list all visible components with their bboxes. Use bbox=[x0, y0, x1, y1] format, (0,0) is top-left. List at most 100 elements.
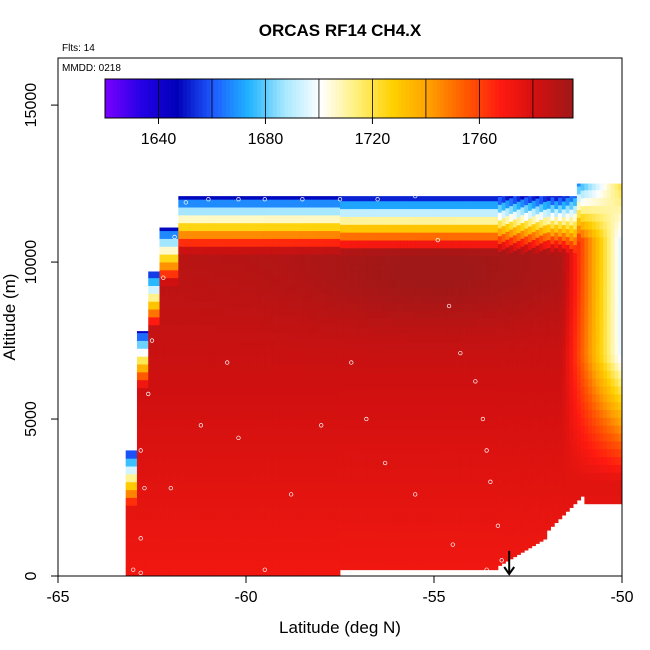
heatmap-cell bbox=[249, 450, 254, 459]
heatmap-cell bbox=[392, 357, 397, 367]
heatmap-cell bbox=[512, 368, 518, 377]
heatmap-cell bbox=[283, 379, 288, 389]
heatmap-cell bbox=[321, 332, 326, 341]
heatmap-cell bbox=[313, 277, 318, 287]
heatmap-cell bbox=[302, 560, 307, 569]
heatmap-cell bbox=[452, 522, 457, 531]
heatmap-cell bbox=[182, 411, 187, 420]
heatmap-cell bbox=[182, 254, 187, 263]
heatmap-cell bbox=[321, 419, 326, 428]
heatmap-cell bbox=[238, 411, 243, 420]
heatmap-cell bbox=[482, 436, 488, 445]
heatmap-cell bbox=[475, 444, 480, 453]
heatmap-cell bbox=[279, 442, 284, 451]
heatmap-cell bbox=[370, 200, 375, 210]
heatmap-cell bbox=[520, 387, 525, 396]
heatmap-cell bbox=[208, 387, 213, 396]
heatmap-cell bbox=[509, 409, 514, 419]
heatmap-cell bbox=[377, 373, 382, 382]
heatmap-cell bbox=[170, 434, 175, 443]
heatmap-cell bbox=[479, 373, 484, 382]
heatmap-cell bbox=[385, 506, 390, 516]
heatmap-cell bbox=[208, 442, 213, 451]
heatmap-cell bbox=[294, 340, 300, 349]
heatmap-cell bbox=[403, 389, 409, 398]
heatmap-cell bbox=[129, 568, 134, 577]
heatmap-cell bbox=[170, 442, 175, 451]
heatmap-cell bbox=[407, 561, 412, 571]
heatmap-cell bbox=[193, 466, 198, 475]
heatmap-cell bbox=[340, 216, 345, 225]
heatmap-cell bbox=[324, 513, 330, 522]
heatmap-cell bbox=[291, 489, 296, 498]
heatmap-cell bbox=[475, 196, 480, 202]
heatmap-cell bbox=[377, 357, 382, 367]
heatmap-cell bbox=[343, 420, 348, 429]
heatmap-cell bbox=[309, 419, 315, 428]
heatmap-cell bbox=[426, 506, 431, 516]
heatmap-cell bbox=[422, 200, 427, 210]
heatmap-cell bbox=[407, 499, 412, 508]
heatmap-cell bbox=[351, 287, 356, 296]
heatmap-cell bbox=[471, 302, 476, 312]
heatmap-cell bbox=[159, 568, 164, 577]
heatmap-cell bbox=[479, 451, 484, 461]
heatmap-cell bbox=[452, 459, 457, 469]
heatmap-cell bbox=[193, 387, 198, 396]
heatmap-cell bbox=[370, 499, 375, 508]
heatmap-cell bbox=[332, 568, 337, 577]
heatmap-cell bbox=[223, 317, 228, 326]
heatmap-cell bbox=[208, 473, 213, 483]
heatmap-cell bbox=[332, 238, 337, 247]
heatmap-cell bbox=[313, 552, 318, 561]
heatmap-cell bbox=[279, 450, 284, 459]
heatmap-cell bbox=[159, 348, 164, 357]
heatmap-cell bbox=[272, 497, 277, 506]
heatmap-cell bbox=[340, 499, 345, 508]
heatmap-cell bbox=[219, 324, 224, 334]
heatmap-cell bbox=[479, 483, 484, 492]
heatmap-cell bbox=[509, 425, 514, 434]
heatmap-cell bbox=[373, 318, 378, 327]
heatmap-cell bbox=[200, 552, 206, 561]
heatmap-cell bbox=[230, 568, 236, 577]
heatmap-cell bbox=[411, 255, 416, 265]
heatmap-cell bbox=[242, 426, 247, 436]
heatmap-cell bbox=[512, 384, 518, 393]
heatmap-cell bbox=[351, 318, 356, 327]
heatmap-cell bbox=[167, 473, 172, 483]
heatmap-cell bbox=[276, 458, 281, 467]
heatmap-cell bbox=[441, 255, 446, 265]
heatmap-cell bbox=[133, 466, 138, 475]
heatmap-cell bbox=[242, 473, 247, 483]
heatmap-cell bbox=[276, 544, 281, 553]
heatmap-cell bbox=[509, 543, 514, 552]
heatmap-cell bbox=[340, 451, 345, 461]
heatmap-cell bbox=[200, 434, 206, 443]
heatmap-cell bbox=[385, 420, 390, 429]
heatmap-cell bbox=[524, 518, 529, 527]
heatmap-cell bbox=[400, 334, 405, 343]
heatmap-cell bbox=[212, 528, 217, 538]
heatmap-cell bbox=[163, 505, 168, 514]
heatmap-cell bbox=[238, 560, 243, 569]
heatmap-cell bbox=[415, 357, 420, 367]
heatmap-cell bbox=[208, 528, 213, 538]
heatmap-cell bbox=[328, 458, 333, 467]
heatmap-cell bbox=[174, 544, 179, 553]
heatmap-cell bbox=[460, 318, 465, 327]
heatmap-cell bbox=[407, 389, 412, 398]
heatmap-cell bbox=[227, 196, 232, 200]
heatmap-cell bbox=[155, 309, 160, 318]
heatmap-cell bbox=[313, 246, 318, 255]
heatmap-cell bbox=[445, 554, 450, 563]
heatmap-cell bbox=[167, 254, 172, 263]
heatmap-cell bbox=[464, 459, 469, 469]
heatmap-cell bbox=[430, 224, 435, 233]
heatmap-cell bbox=[418, 436, 424, 445]
heatmap-cell bbox=[197, 528, 202, 538]
heatmap-cell bbox=[471, 389, 476, 398]
heatmap-cell bbox=[403, 365, 409, 374]
heatmap-cell bbox=[136, 403, 142, 412]
heatmap-cell bbox=[388, 263, 394, 272]
